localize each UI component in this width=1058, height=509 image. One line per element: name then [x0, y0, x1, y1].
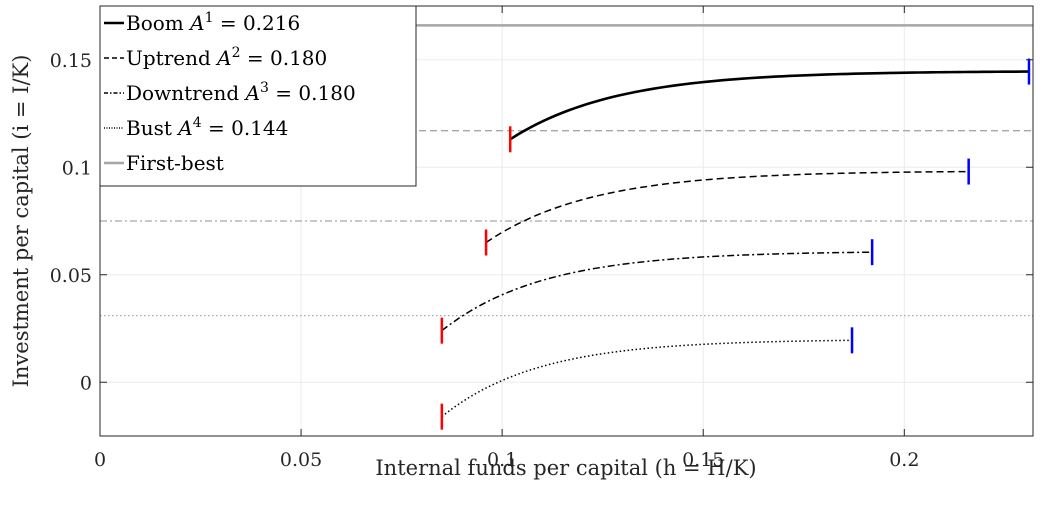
legend-box: [99, 5, 417, 187]
y-tick-label-2: 0.1: [62, 157, 92, 179]
policy-curves: [441, 70, 1029, 418]
boundary-markers: [440, 58, 1031, 430]
curve-series-1: [485, 170, 969, 244]
axis-ticks: 0 0.05 0.1 0.15 0.2 0 0.05 0.1 0.15: [50, 6, 1033, 471]
x-tick-label-4: 0.2: [889, 449, 919, 471]
legend-label-4: First-best: [126, 151, 224, 175]
curve-series-3: [441, 339, 853, 418]
curve-series-0: [509, 70, 1029, 141]
x-tick-label-2: 0.1: [487, 449, 517, 471]
y-tick-label-1: 0.05: [50, 265, 92, 287]
y-tick-label-3: 0.15: [50, 50, 92, 72]
legend-label-1: Uptrend A2 = 0.180: [126, 45, 327, 70]
x-tick-label-3: 0.15: [682, 449, 724, 471]
y-tick-label-0: 0: [80, 372, 92, 394]
plot-frame: [99, 5, 1034, 437]
legend-label-3: Bust A4 = 0.144: [126, 115, 288, 140]
x-axis-label: Internal funds per capital (h = H/K): [375, 456, 756, 480]
legend-label-2: Downtrend A3 = 0.180: [126, 80, 356, 105]
legend-label-0: Boom A1 = 0.216: [126, 10, 300, 35]
curve-series-2: [441, 251, 873, 332]
x-tick-label-0: 0: [94, 449, 106, 471]
x-tick-label-1: 0.05: [280, 449, 322, 471]
y-axis-label: Investment per capital (i = I/K): [9, 55, 33, 388]
legend: Boom A1 = 0.216 Uptrend A2 = 0.180 Downtre…: [99, 5, 417, 187]
